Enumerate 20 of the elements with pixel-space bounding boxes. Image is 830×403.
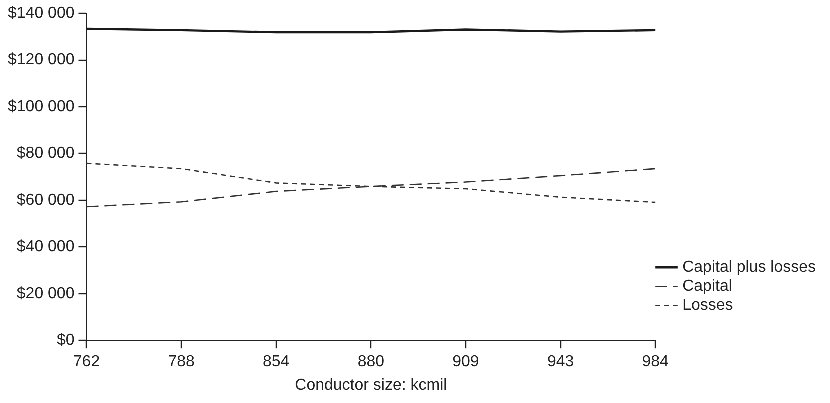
y-tick-label: $80 000: [16, 145, 75, 162]
y-tick-label: $40 000: [16, 238, 75, 256]
y-tick-label: $20 000: [16, 285, 75, 302]
line-series: [86, 162, 656, 204]
x-tick-label: 788: [168, 354, 195, 371]
x-tick-label: 762: [73, 354, 100, 371]
legend-label: Capital: [682, 278, 732, 296]
x-tick-label: 984: [642, 354, 670, 371]
y-tick-label: $0: [56, 332, 75, 350]
x-tick-label: 943: [547, 354, 574, 371]
x-tick-label: 854: [263, 354, 290, 371]
legend-label: Losses: [682, 297, 734, 314]
y-tick-label: $60 000: [16, 192, 75, 209]
x-tick-label: 880: [358, 354, 385, 371]
y-tick-label: $120 000: [8, 52, 75, 69]
y-tick-label: $140 000: [8, 5, 75, 22]
x-axis-title: Conductor size: kcmil: [295, 376, 448, 394]
x-tick-label: 909: [452, 354, 480, 371]
legend-label: Capital plus losses: [682, 259, 816, 276]
y-tick-label: $100 000: [8, 98, 75, 116]
